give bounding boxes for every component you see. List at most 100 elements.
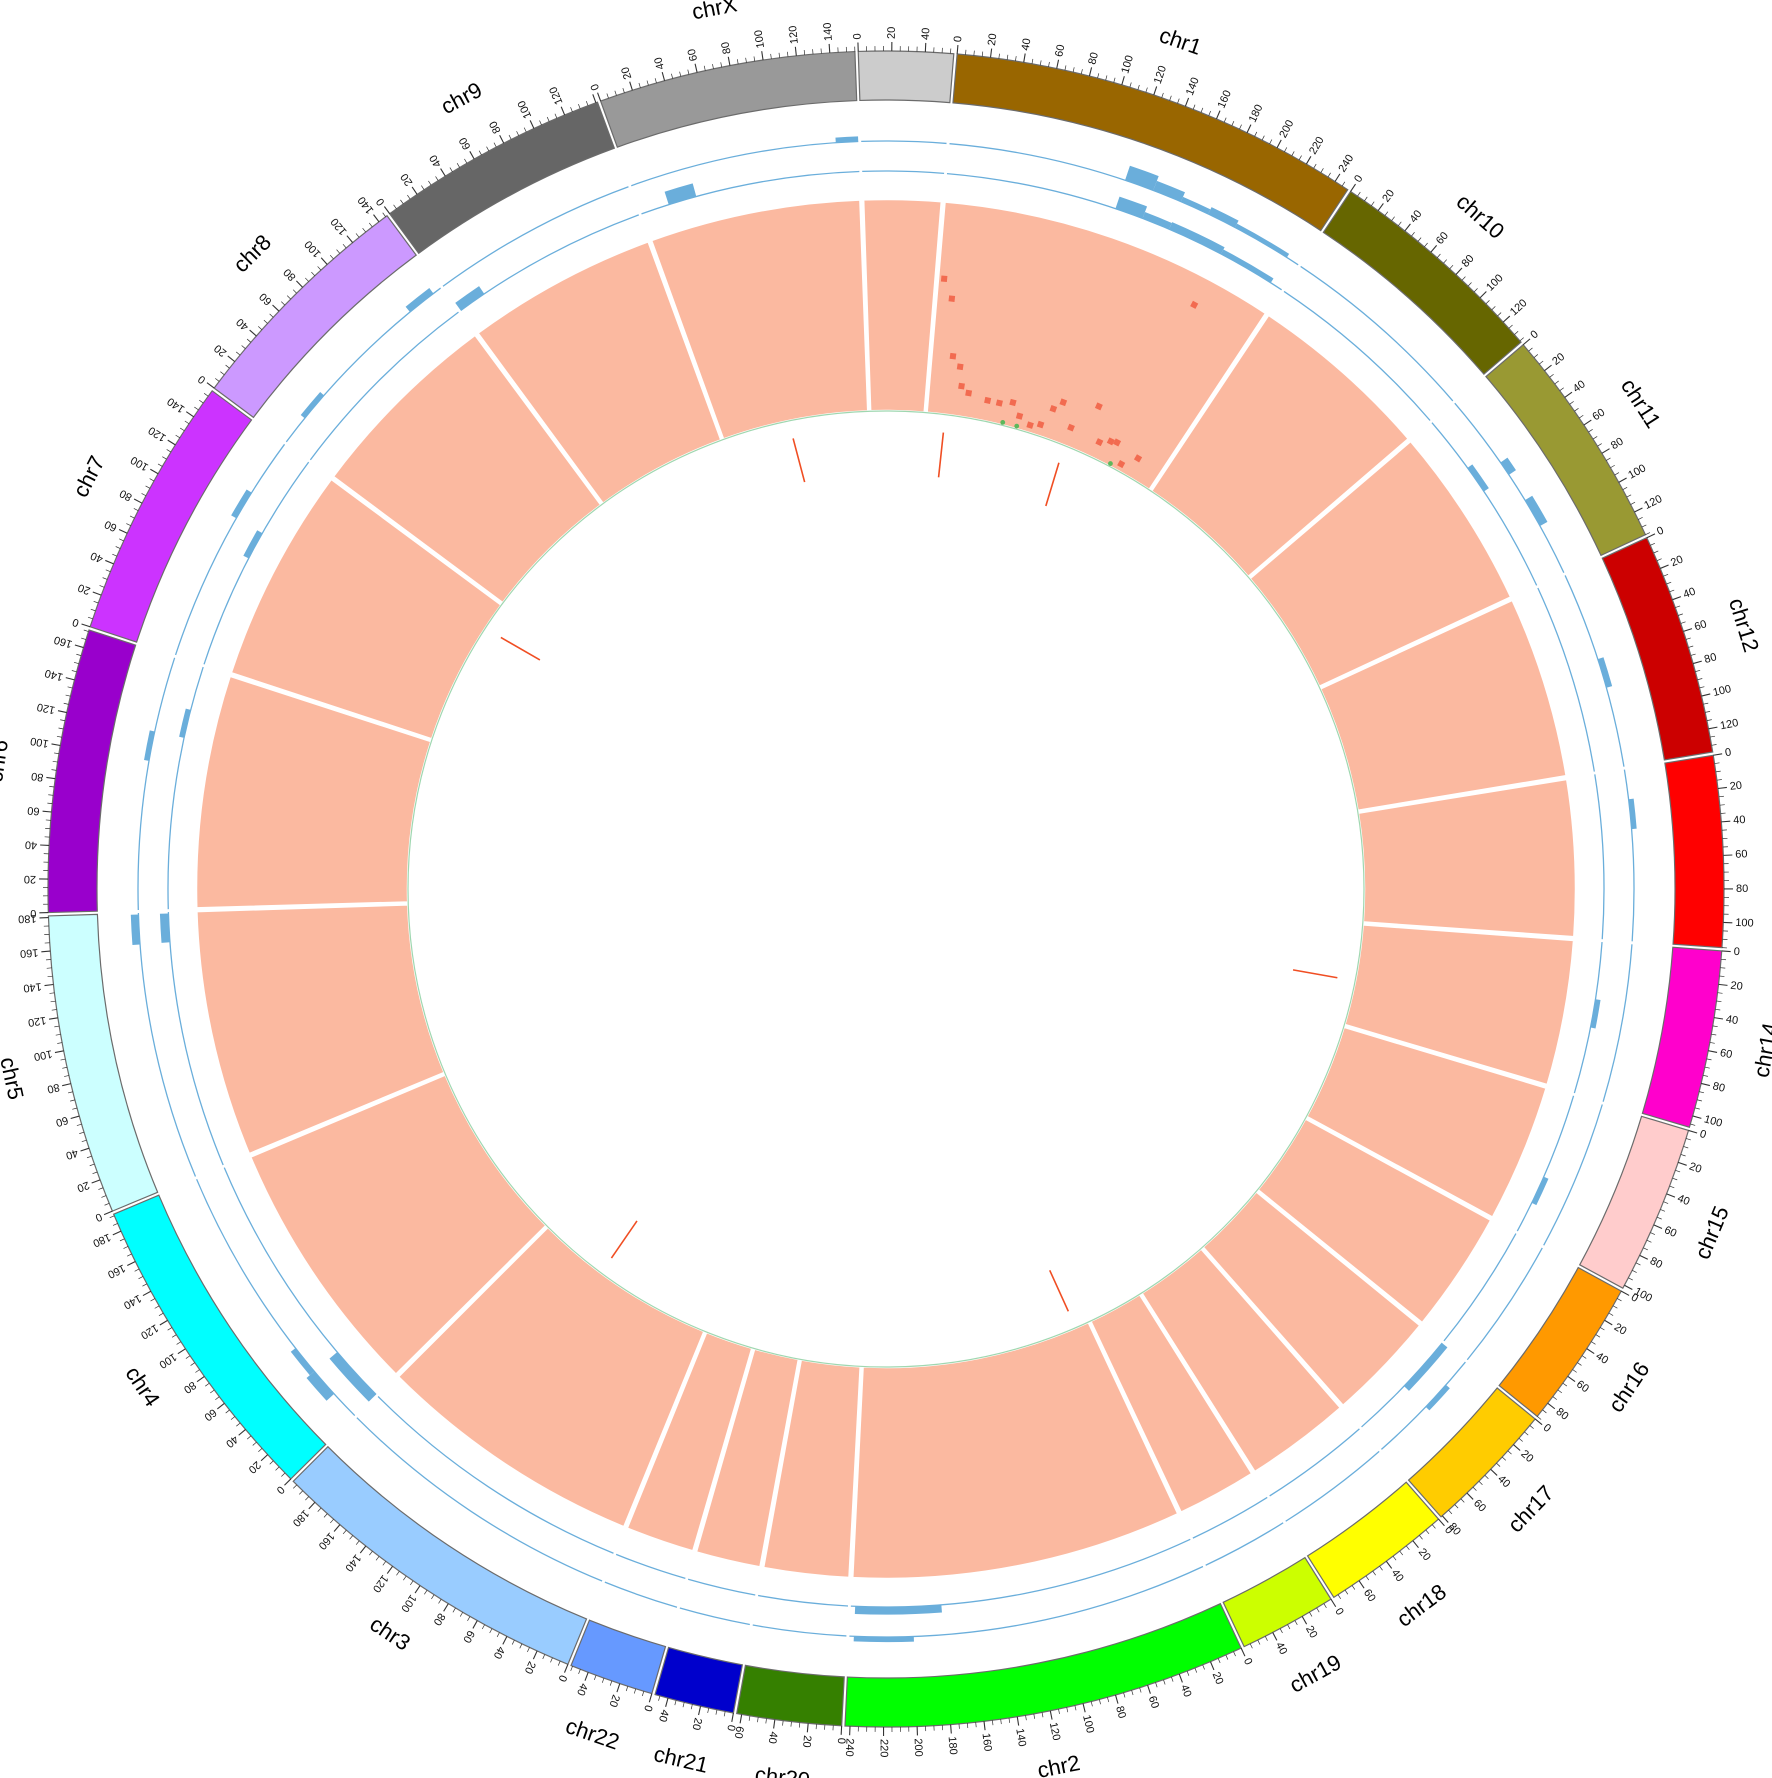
tick-label: 60 <box>1053 44 1067 58</box>
tick-label: 40 <box>1676 1193 1692 1209</box>
tick-mark <box>1680 1154 1686 1157</box>
tick-mark <box>472 1620 478 1629</box>
tick-label: 0 <box>1332 1606 1345 1618</box>
tick-label: 0 <box>589 82 602 92</box>
tick-mark <box>150 1298 156 1302</box>
tick-mark <box>241 345 246 349</box>
tick-mark <box>1518 1437 1523 1442</box>
tick-mark <box>177 1348 186 1355</box>
tick-mark <box>58 727 64 730</box>
tick-mark <box>281 1472 286 1477</box>
tick-mark <box>90 608 96 612</box>
sv-point <box>1036 420 1045 429</box>
tick-mark <box>1202 1664 1205 1670</box>
tick-mark <box>1200 107 1204 113</box>
tick-label: 40 <box>1495 1473 1512 1490</box>
tick-mark <box>1666 1193 1676 1198</box>
tick-mark <box>486 146 490 152</box>
tick-mark <box>609 1680 613 1686</box>
tick-mark <box>998 53 1000 59</box>
tick-mark <box>1066 1707 1069 1713</box>
histogram-baseline <box>1380 1361 1466 1450</box>
histogram-baseline <box>460 214 640 311</box>
tick-mark <box>235 351 241 356</box>
sv-point <box>1015 412 1024 420</box>
tick-mark <box>1714 762 1720 764</box>
tick-label: 0 <box>196 373 208 386</box>
tick-mark <box>1549 373 1554 378</box>
histogram-bar <box>290 1348 315 1376</box>
tick-mark <box>633 1688 637 1694</box>
tick-mark <box>175 434 181 439</box>
tick-mark <box>1514 331 1519 335</box>
tick-mark <box>1624 1284 1633 1290</box>
tick-mark <box>629 81 633 91</box>
tick-mark <box>317 266 322 271</box>
histogram-bar <box>231 489 252 519</box>
tick-mark <box>1171 1676 1174 1682</box>
tick-mark <box>92 1171 98 1175</box>
tick-label: 200 <box>912 1738 925 1757</box>
histogram-bar <box>144 730 155 761</box>
tick-mark <box>1323 1603 1327 1608</box>
tick-mark <box>1697 678 1703 681</box>
tick-mark <box>1344 1589 1349 1595</box>
tick-mark <box>1641 524 1647 528</box>
tick-mark <box>1696 1099 1702 1102</box>
ideogram-chr1 <box>952 53 1349 232</box>
tick-mark <box>260 1454 269 1462</box>
tick-mark <box>671 73 674 79</box>
tick-label: 140 <box>121 1292 143 1311</box>
tick-label: 80 <box>181 1379 198 1396</box>
tick-label: 0 <box>1724 746 1732 759</box>
link <box>1049 1270 1070 1312</box>
tick-mark <box>523 127 527 133</box>
tick-label: 60 <box>1719 1047 1733 1061</box>
tick-mark <box>284 1478 292 1486</box>
tick-mark <box>727 56 731 66</box>
tick-mark <box>554 113 558 119</box>
histogram-baseline <box>1573 942 1603 1094</box>
tick-mark <box>1685 1138 1691 1141</box>
tick-mark <box>215 1396 220 1401</box>
tick-mark <box>1699 686 1705 689</box>
heatmap-inner-border <box>407 410 1365 1368</box>
tick-mark <box>1048 61 1050 67</box>
tick-mark <box>1586 1348 1595 1355</box>
tick-label: 120 <box>1152 64 1169 85</box>
histogram-baseline <box>196 1179 356 1417</box>
tick-label: 20 <box>75 1179 91 1195</box>
tick-label: 80 <box>1648 1255 1664 1271</box>
tick-mark <box>138 1276 144 1280</box>
link <box>1292 969 1338 979</box>
histogram-baseline <box>1300 265 1454 402</box>
tick-mark <box>355 1540 360 1545</box>
tick-label: 40 <box>1389 1567 1406 1584</box>
tick-mark <box>648 1693 653 1703</box>
tick-mark <box>1264 1636 1268 1641</box>
tick-mark <box>323 1513 328 1518</box>
sv-point <box>984 396 992 405</box>
tick-mark <box>60 719 66 722</box>
chromosome-label-chr6: chr6 <box>0 738 13 784</box>
tick-mark <box>757 1717 759 1723</box>
tick-mark <box>493 142 497 148</box>
tick-mark <box>70 1099 76 1102</box>
ideogram-chr10 <box>1322 190 1522 376</box>
tick-mark <box>496 1632 500 1638</box>
tick-mark <box>1404 223 1411 232</box>
tick-mark <box>431 1594 435 1600</box>
chromosome-label-chr16: chr16 <box>1603 1357 1654 1417</box>
tick-mark <box>258 1448 263 1453</box>
histogram-bar <box>405 288 434 313</box>
tick-mark <box>272 304 280 312</box>
histogram-bar <box>1467 464 1489 492</box>
tick-mark <box>527 1647 530 1653</box>
tick-mark <box>765 1718 767 1724</box>
tick-label: 0 <box>952 35 964 42</box>
tick-mark <box>362 227 366 233</box>
histogram-baseline <box>1431 422 1538 586</box>
tick-mark <box>62 1066 68 1069</box>
tick-mark <box>585 100 589 106</box>
tick-mark <box>176 1341 182 1345</box>
